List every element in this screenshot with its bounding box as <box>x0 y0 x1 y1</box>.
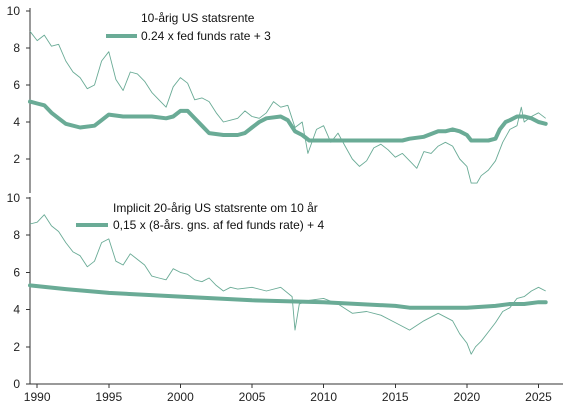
top-panel: 2 4 6 8 10 10-årig US statsrente 0.24 x fed … <box>7 4 548 193</box>
bottom-y-tick-label: 4 <box>13 303 20 317</box>
bottom-y-ticks: 0 2 4 6 8 10 <box>7 191 30 391</box>
x-ticks: 1990 1995 2000 2005 2010 2015 2020 2025 <box>24 384 552 404</box>
x-tick-label: 2000 <box>167 390 194 404</box>
bottom-legend-label-2: 0,15 x (8-års. gns. af fed funds rate) +… <box>113 218 324 232</box>
x-tick-label: 2020 <box>454 390 481 404</box>
x-tick-label: 2005 <box>239 390 266 404</box>
bottom-y-tick-label: 6 <box>13 265 20 279</box>
bottom-legend: Implicit 20-årig US statsrente om 10 år … <box>76 201 324 232</box>
top-legend-label-1: 10-årig US statsrente <box>141 11 255 25</box>
top-legend: 10-årig US statsrente 0.24 x fed funds r… <box>106 11 271 43</box>
bottom-series-line-1 <box>29 214 546 355</box>
bottom-series-group <box>28 214 548 355</box>
top-legend-label-2: 0.24 x fed funds rate + 3 <box>141 29 271 43</box>
x-tick-label: 1990 <box>24 390 51 404</box>
bottom-panel: 0 2 4 6 8 10 1990 1995 2000 2005 2010 2015 2020 2025… <box>7 191 563 404</box>
bottom-legend-label-1: Implicit 20-årig US statsrente om 10 år <box>113 201 318 215</box>
top-series-line-2 <box>28 99 548 143</box>
top-y-tick-label: 2 <box>13 152 20 166</box>
x-tick-label: 1995 <box>95 390 122 404</box>
top-y-tick-label: 6 <box>13 78 20 92</box>
top-y-tick-label: 4 <box>13 115 20 129</box>
top-y-ticks: 2 4 6 8 10 <box>7 4 30 166</box>
top-series-line-1 <box>29 31 546 184</box>
top-series-group <box>28 31 548 184</box>
top-y-tick-label: 10 <box>7 4 21 18</box>
x-tick-label: 2025 <box>525 390 552 404</box>
bottom-series-line-2 <box>28 283 548 310</box>
bottom-y-tick-label: 2 <box>13 340 20 354</box>
bottom-y-tick-label: 8 <box>13 228 20 242</box>
x-tick-label: 2015 <box>382 390 409 404</box>
bottom-y-tick-label: 10 <box>7 191 21 205</box>
bottom-y-tick-label: 0 <box>13 377 20 391</box>
top-y-tick-label: 8 <box>13 41 20 55</box>
x-tick-label: 2010 <box>310 390 337 404</box>
